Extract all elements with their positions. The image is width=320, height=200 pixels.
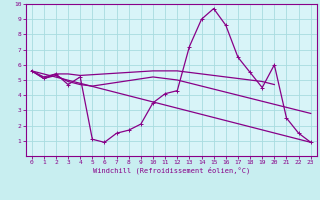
X-axis label: Windchill (Refroidissement éolien,°C): Windchill (Refroidissement éolien,°C): [92, 167, 250, 174]
